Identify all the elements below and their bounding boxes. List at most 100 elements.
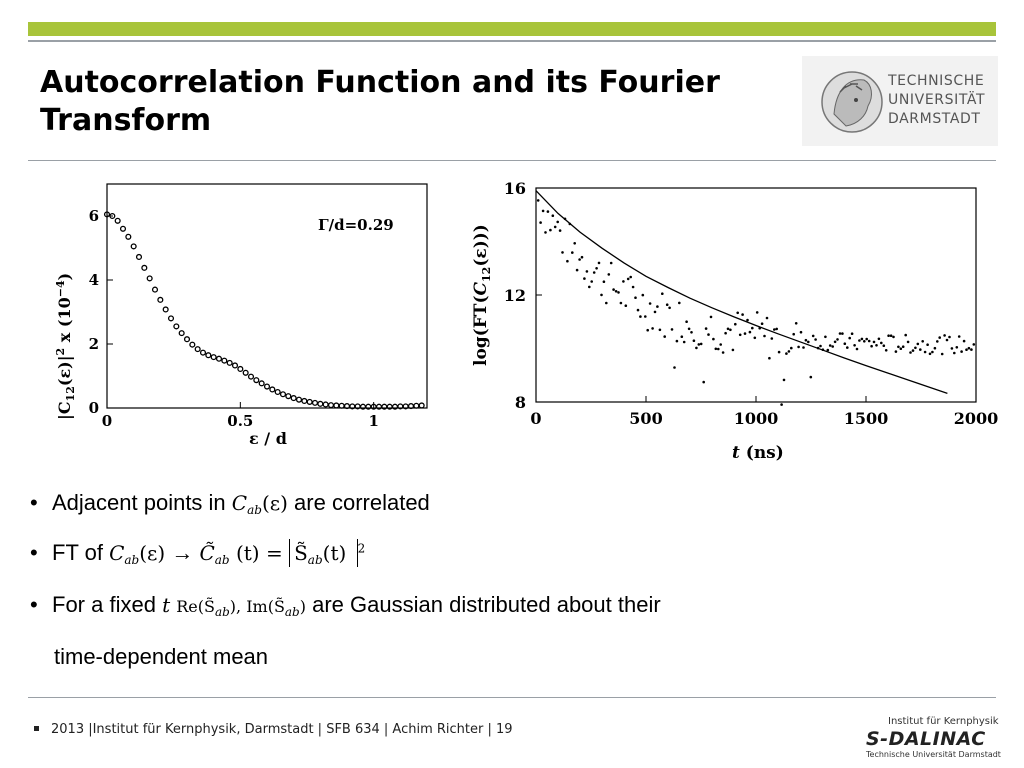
chart-right-point — [775, 327, 778, 331]
chart-left-point — [194, 346, 201, 353]
bullet-2: • FT of Cab(ε) → C̃ab (t) = S̃ab(t) 2 — [30, 539, 366, 567]
chart-right-point — [921, 340, 924, 343]
chart-right-point — [904, 333, 907, 337]
chart-right-points — [536, 199, 976, 406]
slide-title: Autocorrelation Function and its Fourier… — [40, 65, 720, 138]
chart-right-ytick-label: 8 — [515, 393, 526, 412]
chart-right-point — [624, 304, 628, 307]
chart-right-point — [870, 344, 873, 348]
chart-left-ytick-label: 4 — [89, 271, 99, 289]
chart-right-point — [858, 339, 861, 342]
chart-right-point — [697, 343, 701, 346]
chart-left-point — [167, 315, 175, 322]
chart-right-point — [607, 273, 611, 276]
bullet-3: • For a fixed t Re(S̃ab), Im(S̃ab) are Ga… — [30, 592, 661, 619]
chart-right-point — [588, 285, 591, 289]
chart-right-point — [738, 333, 742, 337]
chart-right-point — [777, 350, 781, 354]
chart-right-xtick-label: 2000 — [954, 409, 999, 428]
chart-right-point — [926, 343, 929, 346]
chart-left-xtick-label: 0.5 — [227, 412, 253, 430]
chart-right-point — [755, 311, 759, 314]
chart-right-point — [824, 335, 827, 339]
chart-left-point — [130, 243, 137, 250]
chart-right-point — [724, 331, 727, 335]
chart-right-point — [656, 305, 659, 308]
chart-left-xtick-label: 1 — [368, 412, 378, 430]
chart-right-point — [877, 337, 881, 341]
chart-left-point — [109, 212, 116, 220]
fourier-transform-chart: 0 500 1000 1500 2000 8 12 16 t (ns) log(FT(C12(… — [471, 179, 999, 463]
chart-right-point — [770, 337, 774, 340]
chart-right-point — [916, 342, 920, 346]
chart-left-point — [125, 233, 132, 240]
chart-right-point — [909, 351, 912, 354]
chart-left-point — [311, 399, 319, 406]
chart-right-point — [848, 336, 851, 340]
chart-right-point — [751, 326, 754, 330]
chart-left-point — [205, 352, 212, 359]
chart-right-point — [692, 339, 696, 342]
chart-left-point — [322, 401, 329, 408]
chart-left-point — [285, 393, 292, 400]
chart-left-point — [333, 402, 340, 409]
chart-right-point — [899, 347, 903, 350]
chart-right-point — [556, 220, 559, 224]
chart-right-point — [592, 271, 596, 274]
chart-right-point — [612, 288, 615, 291]
chart-right-point — [972, 343, 976, 346]
chart-right-point — [826, 348, 830, 352]
chart-right-point — [884, 349, 888, 352]
chart-right-point — [846, 346, 849, 349]
chart-right-point — [802, 346, 805, 349]
chart-right-point — [799, 330, 803, 334]
chart-right-fit-line — [535, 190, 948, 395]
chart-right-point — [709, 315, 713, 319]
chart-left-point — [418, 402, 425, 409]
dalinac-logo: S-DALINAC — [866, 728, 986, 750]
chart-left-point — [237, 365, 244, 373]
chart-right-point — [841, 332, 844, 335]
chart-left-point — [103, 211, 111, 218]
chart-right-point — [814, 338, 817, 341]
chart-left-xlabel: ε / d — [249, 429, 287, 448]
chart-right-point — [634, 296, 637, 299]
chart-right-point — [807, 340, 810, 344]
chart-right-point — [695, 346, 698, 350]
chart-right-point — [734, 322, 737, 326]
athena-head-icon — [821, 71, 883, 133]
chart-right-point — [962, 339, 966, 343]
footer-divider — [28, 697, 996, 698]
chart-left-ylabel: |C12(ε)|2 x (10−4) — [54, 273, 77, 420]
chart-right-point — [707, 333, 710, 336]
chart-right-point — [641, 293, 645, 297]
bullet-3-continued: time-dependent mean — [54, 644, 269, 669]
chart-right-point — [787, 350, 791, 353]
chart-right-point — [619, 301, 623, 305]
chart-right-point — [729, 328, 732, 332]
chart-right-point — [863, 340, 866, 343]
chart-left-point — [269, 386, 276, 393]
chart-right-point — [536, 199, 540, 202]
chart-right-ytick-label: 12 — [504, 286, 526, 305]
chart-left-frame — [106, 183, 428, 409]
chart-left-ticks: 0 0.5 1 0 2 4 6 — [89, 207, 379, 430]
chart-right-point — [600, 293, 603, 297]
chart-left-point — [221, 357, 228, 364]
chart-right-point — [539, 221, 542, 224]
chart-right-point — [860, 337, 864, 341]
chart-right-point — [875, 344, 878, 347]
chart-right-point — [838, 332, 842, 335]
chart-right-point — [646, 328, 649, 332]
header-divider — [28, 160, 996, 161]
chart-right-point — [819, 344, 822, 348]
chart-right-point — [541, 209, 545, 213]
chart-right-point — [731, 348, 735, 352]
chart-right-point — [938, 336, 941, 339]
chart-right-point — [726, 327, 730, 331]
chart-right-point — [661, 292, 664, 295]
chart-right-point — [717, 347, 720, 351]
chart-right-ylabel: log(FT(C12(ε))) — [471, 224, 493, 366]
chart-right-point — [746, 318, 749, 322]
chart-right-point — [583, 277, 586, 280]
